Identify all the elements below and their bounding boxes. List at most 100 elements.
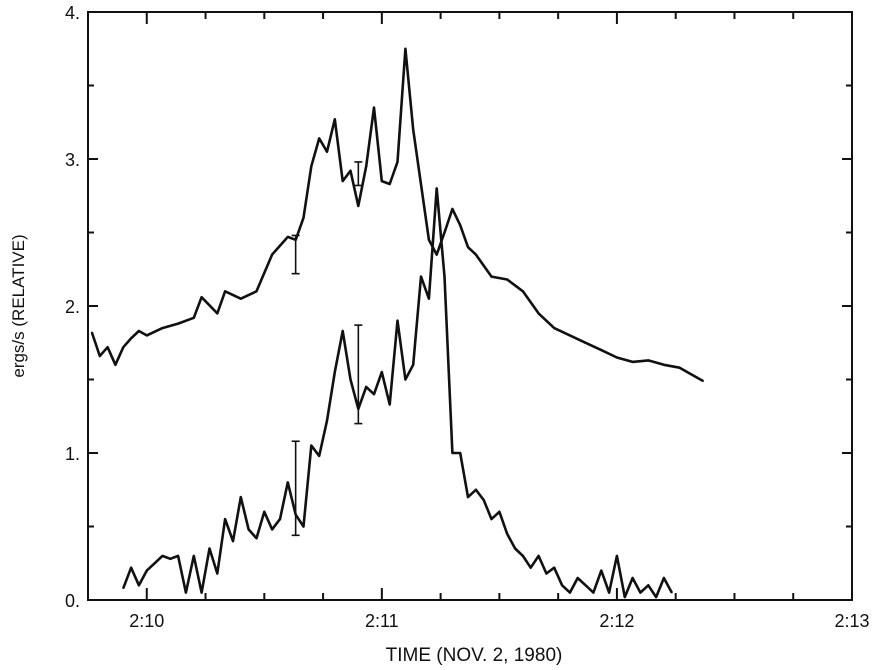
data-point [616,356,618,359]
data-point [482,499,485,501]
data-point [451,452,454,454]
data-point [396,161,399,163]
data-point [506,532,509,535]
tick-labels: 0. 1. 2. 3. 4. 2:10 2:11 2:12 2:13 [65,3,870,631]
data-point [600,569,603,572]
data-point [404,47,407,50]
data-point [537,555,540,557]
data-point [576,577,579,579]
data-point [122,346,125,349]
data-point [592,591,595,594]
data-point [616,555,618,557]
data-point [98,355,101,357]
data-point [130,337,132,340]
y-tick-label: 4. [65,3,80,23]
data-point [584,341,587,344]
data-point [373,393,375,396]
data-point [647,584,650,587]
data-point [91,331,93,334]
x-axis-label: TIME (NOV. 2, 1980) [386,645,563,666]
data-point [271,528,274,531]
data-point [427,238,430,241]
data-point [608,591,610,594]
data-point [153,562,156,565]
data-point [247,528,250,531]
data-point [106,346,109,349]
data-point [451,208,454,210]
data-point [145,569,148,572]
data-point [114,363,117,366]
y-tick-label: 0. [65,591,80,611]
data-point [380,371,383,374]
data-point [185,591,187,594]
data-point [427,297,430,300]
data-point [145,334,148,337]
error-bar [354,324,363,425]
data-point [192,555,195,557]
data-point [443,231,446,234]
data-point [655,596,658,598]
data-point [255,290,258,293]
series-line-2 [122,187,673,599]
data-point [349,169,352,172]
data-point [130,566,132,569]
data-point [318,137,321,140]
data-point [529,566,532,569]
data-point [412,128,415,131]
data-point [435,187,438,190]
data-point [412,363,415,366]
data-point [373,106,375,109]
data-point [702,380,705,382]
data-point [224,290,227,293]
data-point [584,584,587,587]
data-point [467,246,469,249]
data-point [498,510,501,513]
data-point [161,327,164,329]
axes [87,11,853,601]
data-point [341,330,344,332]
data-point [169,557,172,560]
data-point [263,510,266,513]
data-point [600,349,603,351]
y-tick-label: 3. [65,150,80,170]
data-point [623,596,626,598]
data-point [326,419,328,422]
series-line-1 [90,47,704,383]
data-point [310,444,313,447]
y-tick-label: 1. [65,444,80,464]
data-point [333,118,336,121]
data-point [514,547,516,550]
data-point [239,297,242,300]
data-point [569,334,571,337]
data-point [490,275,493,278]
data-point [639,591,642,594]
data-point [286,236,289,238]
data-point [545,572,548,575]
data-point [216,312,219,315]
data-point [404,378,407,381]
series-lines [90,47,705,599]
data-point [208,547,211,550]
data-point [216,572,219,575]
data-point [663,363,665,366]
data-point [271,253,274,256]
error-bars [291,161,363,537]
error-bar [291,234,300,275]
data-point [694,375,697,378]
data-point [521,290,524,293]
ticks [87,11,853,601]
data-point [122,587,125,590]
x-tick-label: 2:13 [834,611,869,631]
data-point [192,316,195,319]
data-point [161,555,164,557]
plot-frame [87,11,853,601]
data-point [569,591,571,594]
data-point [631,577,634,579]
data-point [678,366,681,369]
data-point [138,584,140,587]
y-axis-label: ergs/s (RELATIVE) [9,234,28,377]
data-point [365,165,368,168]
data-point [279,518,281,521]
data-point [521,555,524,557]
